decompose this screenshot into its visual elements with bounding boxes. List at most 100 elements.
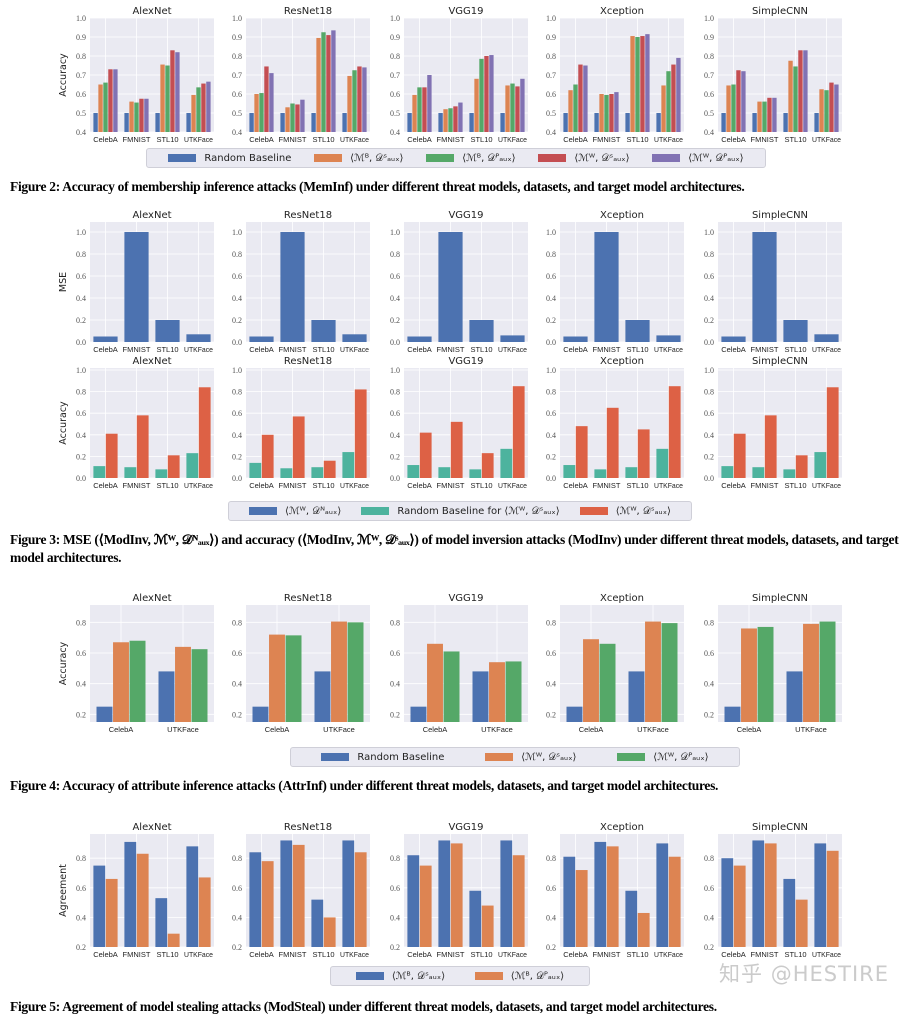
bar-utkface-series-0 [656,335,681,342]
legend-figure-5: ⟨ℳᴮ, 𝒟ˢₐᵤₓ⟩ ⟨ℳᴮ, 𝒟ᴾₐᵤₓ⟩ [330,966,590,986]
bar-stl10-series-4 [175,52,180,133]
bar-celeba-series-2 [259,93,264,132]
y-tick-label: 0.0 [390,338,400,347]
y-tick-label: 0.0 [76,338,86,347]
y-tick-label: 0.6 [390,90,400,99]
legend-entry: Random Baseline [321,752,444,763]
x-tick-label: UTKFace [498,135,527,144]
bar-fmnist-series-1 [285,107,290,132]
x-tick-label: STL10 [784,481,806,490]
bar-utkface-series-3 [829,82,834,132]
subplot-vgg19: 0.4 0.5 0.6 0.7 0.8 0.9 1.0 CelebA FMNIST STL10 UT… [390,6,528,144]
y-tick-label: 0.8 [76,52,86,61]
x-tick-label: FMNIST [593,135,621,144]
bar-celeba-series-1 [113,642,129,722]
y-tick-label: 0.6 [704,409,714,418]
x-tick-label: CelebA [93,950,118,959]
bar-fmnist-series-1 [450,843,463,947]
legend-entry: ⟨ℳᴮ, 𝒟ᴾₐᵤₓ⟩ [426,153,516,164]
subplot-resnet18: 0.4 0.5 0.6 0.7 0.8 0.9 1.0 CelebA FMNIST STL10 UT… [232,6,370,144]
y-tick-label: 0.4 [76,128,86,137]
bar-utkface-series-0 [814,113,819,132]
subplot-title: VGG19 [448,822,483,833]
y-tick-label: 1.0 [390,228,400,237]
bar-celeba-series-4 [583,65,588,132]
y-tick-label: 1.0 [546,228,556,237]
y-tick-label: 1.0 [704,228,714,237]
bar-stl10-series-3 [798,50,803,132]
y-tick-label: 0.9 [546,33,556,42]
x-tick-label: UTKFace [340,345,369,354]
bar-utkface-series-4 [676,57,681,132]
bar-utkface-series-0 [342,452,355,478]
y-tick-label: 0.2 [704,316,714,325]
x-tick-label: CelebA [737,725,762,734]
y-tick-label: 0.2 [76,710,86,719]
x-tick-label: CelebA [563,135,588,144]
bar-utkface-series-2 [191,649,208,722]
bar-celeba-series-2 [103,82,108,132]
bar-stl10-series-1 [323,460,336,478]
y-tick-label: 1.0 [390,14,400,23]
x-tick-label: CelebA [721,950,746,959]
bar-utkface-series-2 [824,90,829,132]
bar-fmnist-series-0 [594,113,599,132]
bar-celeba-series-3 [108,69,113,132]
bar-stl10-series-1 [637,429,650,478]
y-tick-label: 1.0 [704,366,714,375]
x-tick-label: FMNIST [593,345,621,354]
subplot-simplecnn: 0.2 0.4 0.6 0.8 CelebA UTKFace SimpleCNN [704,593,842,734]
y-tick-label: 0.2 [232,316,242,325]
y-tick-label: 0.8 [232,388,242,397]
subplot-title: AlexNet [132,822,171,833]
bar-celeba-series-2 [443,651,460,722]
subplot-title: SimpleCNN [752,356,808,367]
bar-utkface-series-4 [362,67,367,132]
y-tick-label: 0.4 [546,128,556,137]
x-tick-label: FMNIST [751,950,779,959]
y-tick-label: 0.4 [76,294,86,303]
y-tick-label: 0.2 [76,943,86,952]
bar-utkface-series-0 [500,840,513,947]
y-tick-label: 0.4 [232,913,242,922]
bar-utkface-series-1 [645,621,661,722]
y-tick-label: 0.6 [704,649,714,658]
bar-fmnist-series-1 [606,846,619,947]
bar-fmnist-series-2 [290,103,295,132]
bar-celeba-series-2 [731,84,736,132]
bar-utkface-series-2 [352,70,357,132]
x-tick-label: STL10 [626,345,648,354]
y-tick-label: 1.0 [546,366,556,375]
subplot-title: AlexNet [132,593,171,604]
bar-utkface-series-0 [342,113,347,132]
bar-fmnist-series-4 [458,102,463,132]
bar-celeba-series-0 [721,858,734,947]
bar-fmnist-series-0 [594,232,619,342]
bar-fmnist-series-0 [124,841,137,947]
bar-celeba-series-1 [261,861,274,947]
x-tick-label: UTKFace [481,725,513,734]
subplot-title: SimpleCNN [752,210,808,221]
bar-celeba-series-0 [252,706,269,722]
y-tick-label: 0.2 [704,710,714,719]
bar-utkface-series-0 [814,452,827,478]
subplot-simplecnn: 0.2 0.4 0.6 0.8 CelebA FMNIST STL10 UTKFace Simp… [704,822,842,959]
bar-stl10-series-4 [803,50,808,132]
subplot-title: ResNet18 [284,6,332,17]
bar-fmnist-series-4 [772,97,777,132]
y-tick-label: 0.4 [546,680,556,689]
bar-celeba-series-2 [599,643,616,722]
bar-celeba-series-1 [419,865,432,947]
y-tick-label: 1.0 [232,14,242,23]
y-tick-label: 0.6 [76,884,86,893]
subplot-title: Xception [600,356,644,367]
y-tick-label: 0.8 [390,854,400,863]
bar-utkface-series-0 [500,335,525,342]
bar-fmnist-series-0 [280,840,293,947]
x-tick-label: CelebA [721,345,746,354]
y-tick-label: 0.4 [390,680,400,689]
y-tick-label: 0.6 [546,409,556,418]
subplot-title: Xception [600,822,644,833]
legend-label: ⟨ℳᵂ, 𝒟ᴾₐᵤₓ⟩ [653,751,709,763]
y-tick-label: 0.7 [390,71,400,80]
